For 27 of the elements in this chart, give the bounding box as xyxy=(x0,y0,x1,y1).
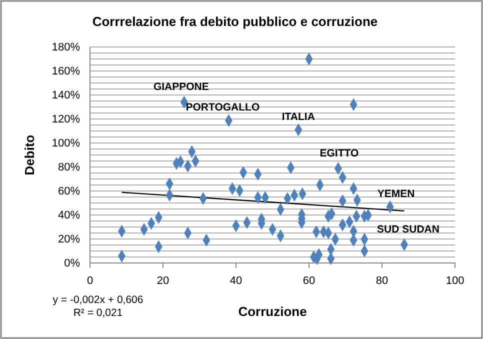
annotation: EGITTO xyxy=(320,147,359,160)
y-tick-label: 180% xyxy=(52,42,80,54)
x-axis-title: Corruzione xyxy=(238,304,307,319)
x-tick-label: 80 xyxy=(376,274,388,287)
annotation: YEMEN xyxy=(377,188,415,200)
x-tick-label: 100 xyxy=(446,274,464,287)
annotation: PORTOGALLO xyxy=(186,102,260,114)
annotation: ITALIA xyxy=(282,110,316,123)
chart-title: Corrrelazione fra debito pubblico e corruzione xyxy=(92,14,378,29)
y-axis-title: Debito xyxy=(22,134,37,176)
annotation: GIAPPONE xyxy=(153,81,209,94)
y-tick-label: 100% xyxy=(52,138,80,150)
y-tick-label: 20% xyxy=(58,234,80,246)
x-tick-label: 40 xyxy=(230,274,242,287)
text: y = -0,002x + 0,606 xyxy=(52,294,144,306)
annotation: SUD SUDAN xyxy=(377,224,440,236)
y-tick-label: 0% xyxy=(64,258,80,270)
y-tick-label: 140% xyxy=(52,90,80,102)
text: R² = 0,021 xyxy=(73,307,123,319)
y-tick-label: 120% xyxy=(52,114,80,126)
x-tick-label: 20 xyxy=(156,274,170,287)
y-tick-label: 160% xyxy=(52,66,80,78)
x-tick-label: 0 xyxy=(86,274,94,287)
y-tick-label: 40% xyxy=(58,210,80,222)
y-tick-label: 60% xyxy=(58,186,80,198)
x-tick-label: 60 xyxy=(302,274,316,287)
y-tick-label: 80% xyxy=(58,162,80,174)
